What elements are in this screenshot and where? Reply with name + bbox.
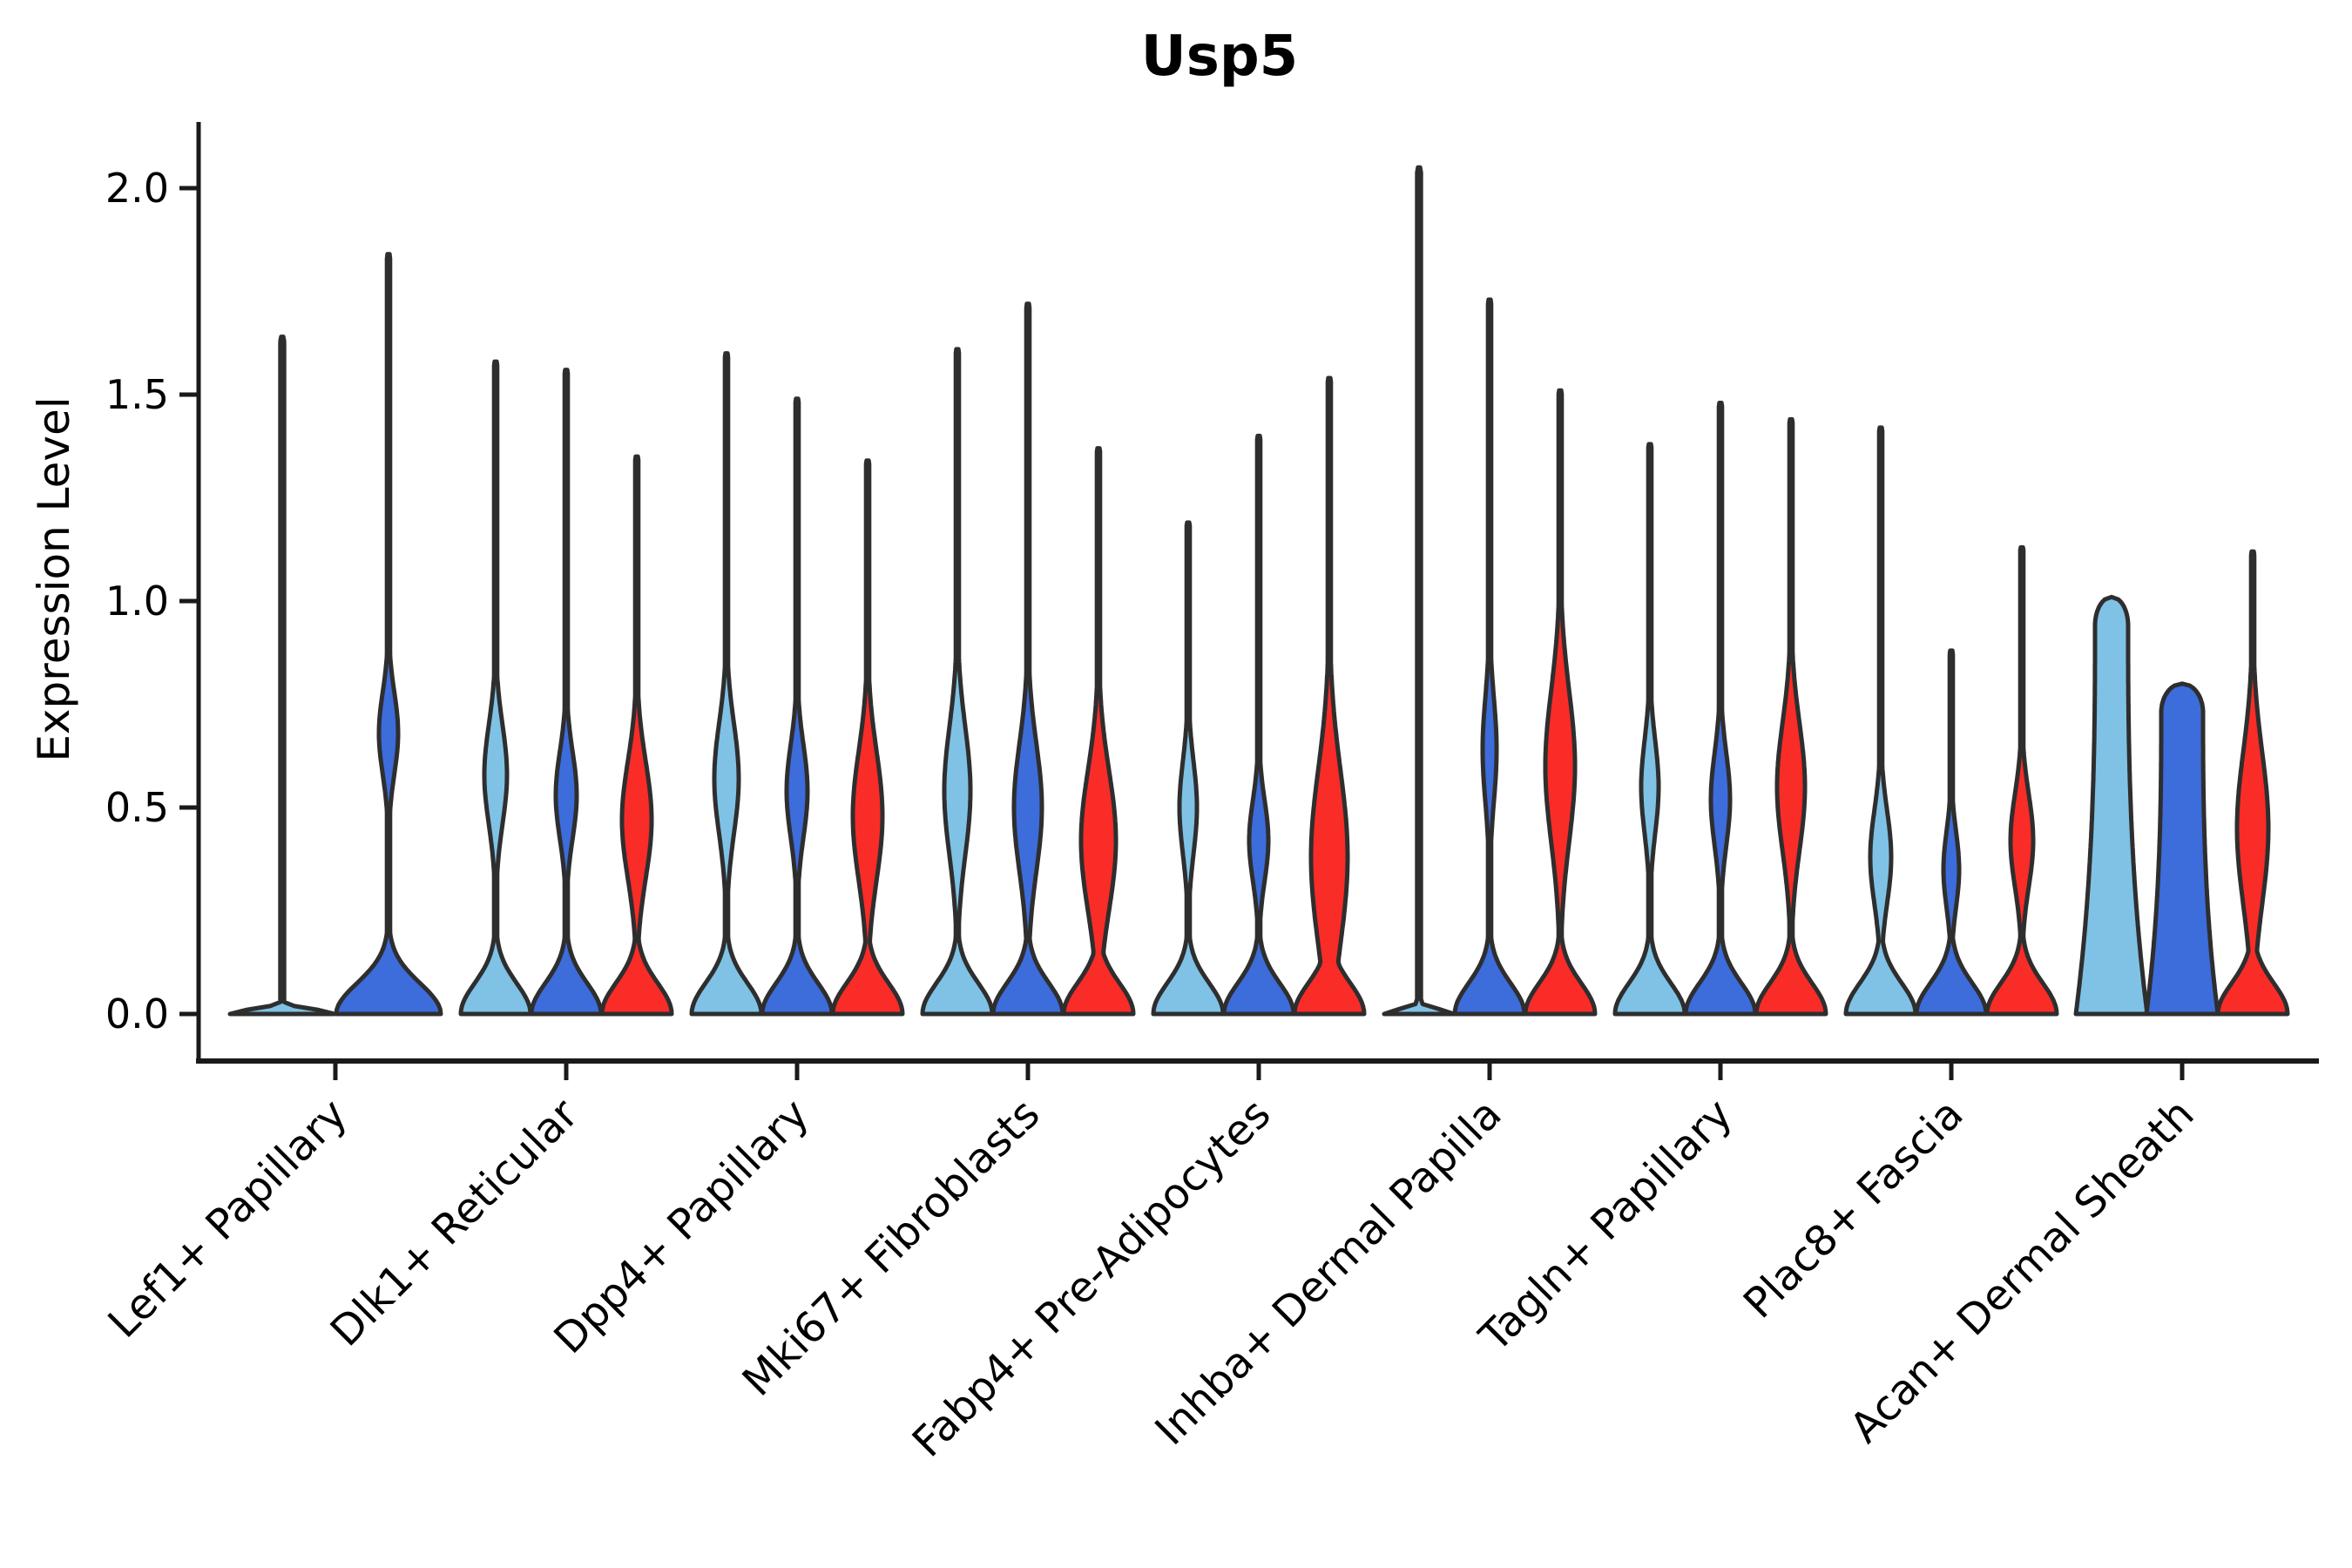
violin-dark (1683, 401, 1758, 1017)
violin-dark (334, 252, 443, 1017)
violin-light (1612, 442, 1687, 1017)
chart-title: Usp5 (1140, 24, 1299, 89)
violin-red (599, 454, 674, 1017)
violin-red (1292, 375, 1367, 1017)
violin-red (1523, 388, 1598, 1017)
x-tick-label: Lef1+ Papillary (99, 1090, 357, 1348)
violin-dark (2144, 681, 2220, 1017)
y-tick-label: 0.5 (105, 784, 169, 831)
y-tick-label: 1.5 (105, 371, 169, 418)
violin-light (458, 359, 533, 1017)
violin-light (1382, 165, 1456, 1017)
violin-light (227, 335, 337, 1017)
violin-light (689, 351, 764, 1017)
violin-dark (529, 368, 604, 1017)
violin-light (1843, 425, 1918, 1017)
y-tick-label: 2.0 (105, 165, 169, 212)
violin-dark (990, 301, 1065, 1017)
y-axis-title: Expression Level (29, 396, 79, 762)
x-tick-label: Dpp4+ Papillary (544, 1090, 818, 1363)
violin-red (1061, 446, 1136, 1017)
violin-light (2073, 594, 2150, 1017)
violin-dark (760, 396, 835, 1017)
violin-red (1984, 544, 2059, 1017)
violin-red (1754, 416, 1828, 1017)
violin-light (920, 347, 995, 1017)
violin-dark (1221, 433, 1296, 1017)
violin-dark (1452, 297, 1527, 1017)
y-tick-label: 1.0 (105, 578, 169, 625)
violin-dark (1914, 648, 1989, 1017)
x-tick-label: Plac8+ Fascia (1734, 1090, 1973, 1328)
x-tick-label: Dlk1+ Reticular (321, 1090, 588, 1356)
y-tick-label: 0.0 (105, 990, 169, 1037)
violin-light (1151, 520, 1226, 1017)
x-tick-label: Tagln+ Papillary (1470, 1090, 1741, 1362)
violin-red (2215, 549, 2290, 1017)
violin-red (830, 458, 905, 1017)
